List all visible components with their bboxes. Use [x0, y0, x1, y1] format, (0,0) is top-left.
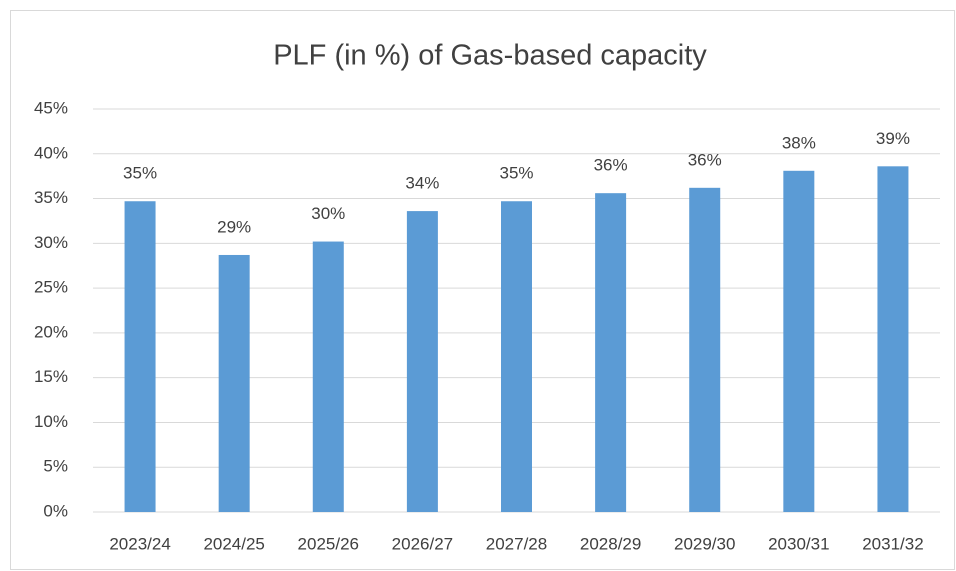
x-tick-label: 2023/24	[109, 534, 170, 553]
data-label: 38%	[782, 133, 816, 152]
x-tick-label: 2031/32	[862, 534, 923, 553]
y-tick-label: 25%	[34, 278, 68, 297]
data-label: 29%	[217, 217, 251, 236]
data-label: 34%	[405, 174, 439, 193]
data-label: 35%	[499, 164, 533, 183]
bar	[312, 241, 344, 512]
y-tick-label: 45%	[34, 98, 68, 117]
y-tick-label: 40%	[34, 143, 68, 162]
data-label: 39%	[876, 129, 910, 148]
y-tick-label: 15%	[34, 367, 68, 386]
data-label: 35%	[123, 164, 157, 183]
y-tick-label: 30%	[34, 233, 68, 252]
x-tick-label: 2027/28	[486, 534, 547, 553]
bar	[218, 254, 250, 512]
data-label: 36%	[594, 156, 628, 175]
x-tick-label: 2029/30	[674, 534, 735, 553]
y-tick-label: 35%	[34, 188, 68, 207]
bar	[595, 193, 627, 512]
y-tick-label: 20%	[34, 322, 68, 341]
x-tick-label: 2026/27	[392, 534, 453, 553]
bar	[689, 187, 721, 512]
data-label: 36%	[688, 150, 722, 169]
bar	[877, 166, 909, 512]
x-tick-label: 2030/31	[768, 534, 829, 553]
y-tick-label: 5%	[43, 457, 68, 476]
x-tick-label: 2025/26	[298, 534, 359, 553]
y-tick-label: 10%	[34, 412, 68, 431]
data-label: 30%	[311, 204, 345, 223]
x-tick-label: 2024/25	[203, 534, 264, 553]
x-tick-label: 2028/29	[580, 534, 641, 553]
bar	[783, 170, 815, 512]
bar	[124, 201, 156, 512]
bar	[406, 211, 438, 513]
bar	[501, 201, 532, 512]
chart-title: PLF (in %) of Gas-based capacity	[273, 40, 707, 72]
y-tick-label: 0%	[43, 501, 68, 520]
